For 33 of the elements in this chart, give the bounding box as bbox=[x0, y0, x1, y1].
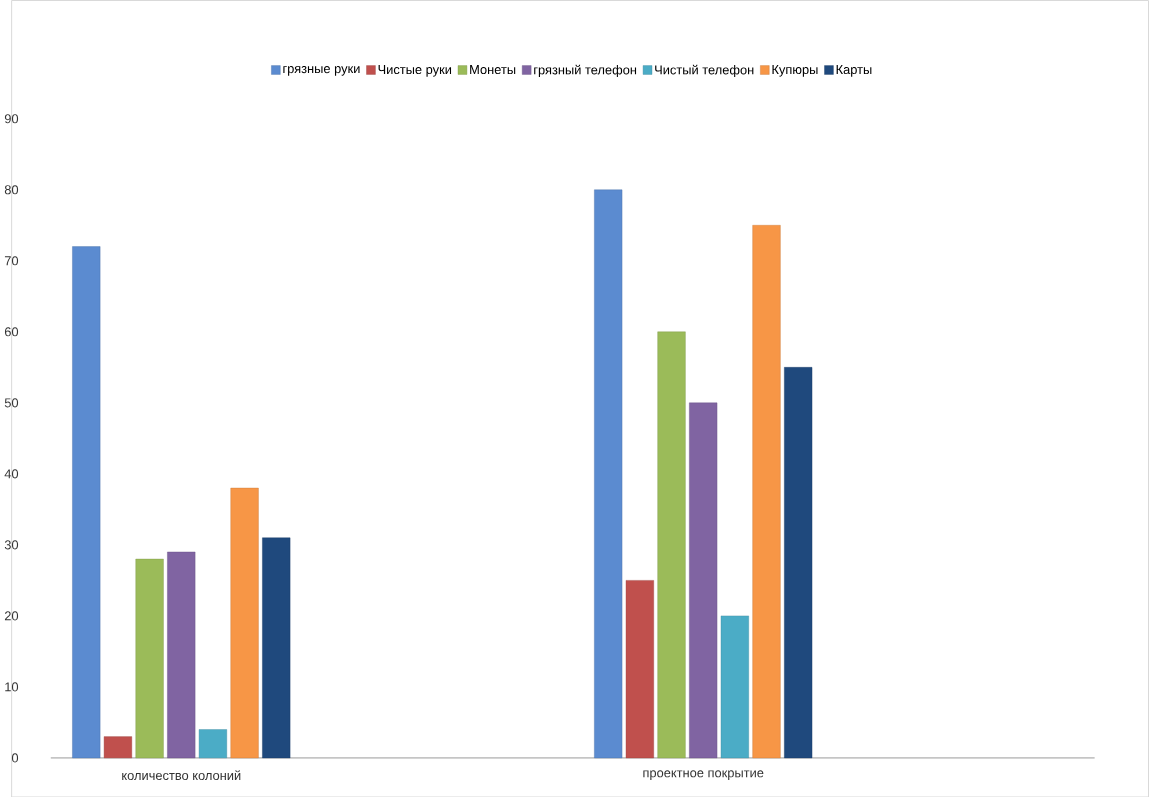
bar bbox=[135, 558, 164, 758]
legend-label: Карты bbox=[836, 64, 872, 77]
legend-label: Монеты bbox=[470, 64, 516, 74]
y-tick-label: 20 bbox=[4, 611, 19, 621]
bar bbox=[657, 331, 686, 758]
bar bbox=[103, 736, 132, 758]
bar bbox=[784, 366, 813, 758]
bar bbox=[262, 537, 291, 758]
legend-label: Купюры bbox=[772, 64, 818, 77]
y-tick-label: 60 bbox=[4, 327, 19, 337]
x-tick-label: количество колоний bbox=[122, 770, 241, 780]
y-tick-label: 90 bbox=[4, 113, 19, 124]
bar bbox=[594, 189, 623, 758]
x-tick-label: проектное покрытие bbox=[643, 770, 764, 780]
legend-label: грязные руки bbox=[283, 65, 360, 76]
bar bbox=[167, 551, 196, 758]
bar bbox=[720, 615, 749, 758]
y-tick-label: 70 bbox=[4, 256, 19, 266]
bar bbox=[230, 487, 259, 758]
y-tick-label: 50 bbox=[4, 398, 19, 408]
y-tick-label: 10 bbox=[5, 682, 19, 692]
legend-label: Чистые руки bbox=[378, 64, 452, 77]
y-tick-label: 40 bbox=[4, 469, 19, 479]
y-tick-label: 30 bbox=[4, 540, 19, 550]
bar bbox=[625, 579, 654, 758]
bar bbox=[72, 246, 101, 758]
y-tick-label: 80 bbox=[4, 184, 19, 195]
y-tick-label: 0 bbox=[11, 753, 19, 763]
legend-label: грязный телефон bbox=[534, 64, 637, 77]
bar bbox=[752, 224, 781, 758]
bar bbox=[689, 402, 718, 758]
legend-label: Чистый телефон bbox=[655, 64, 754, 77]
bar bbox=[198, 729, 227, 758]
